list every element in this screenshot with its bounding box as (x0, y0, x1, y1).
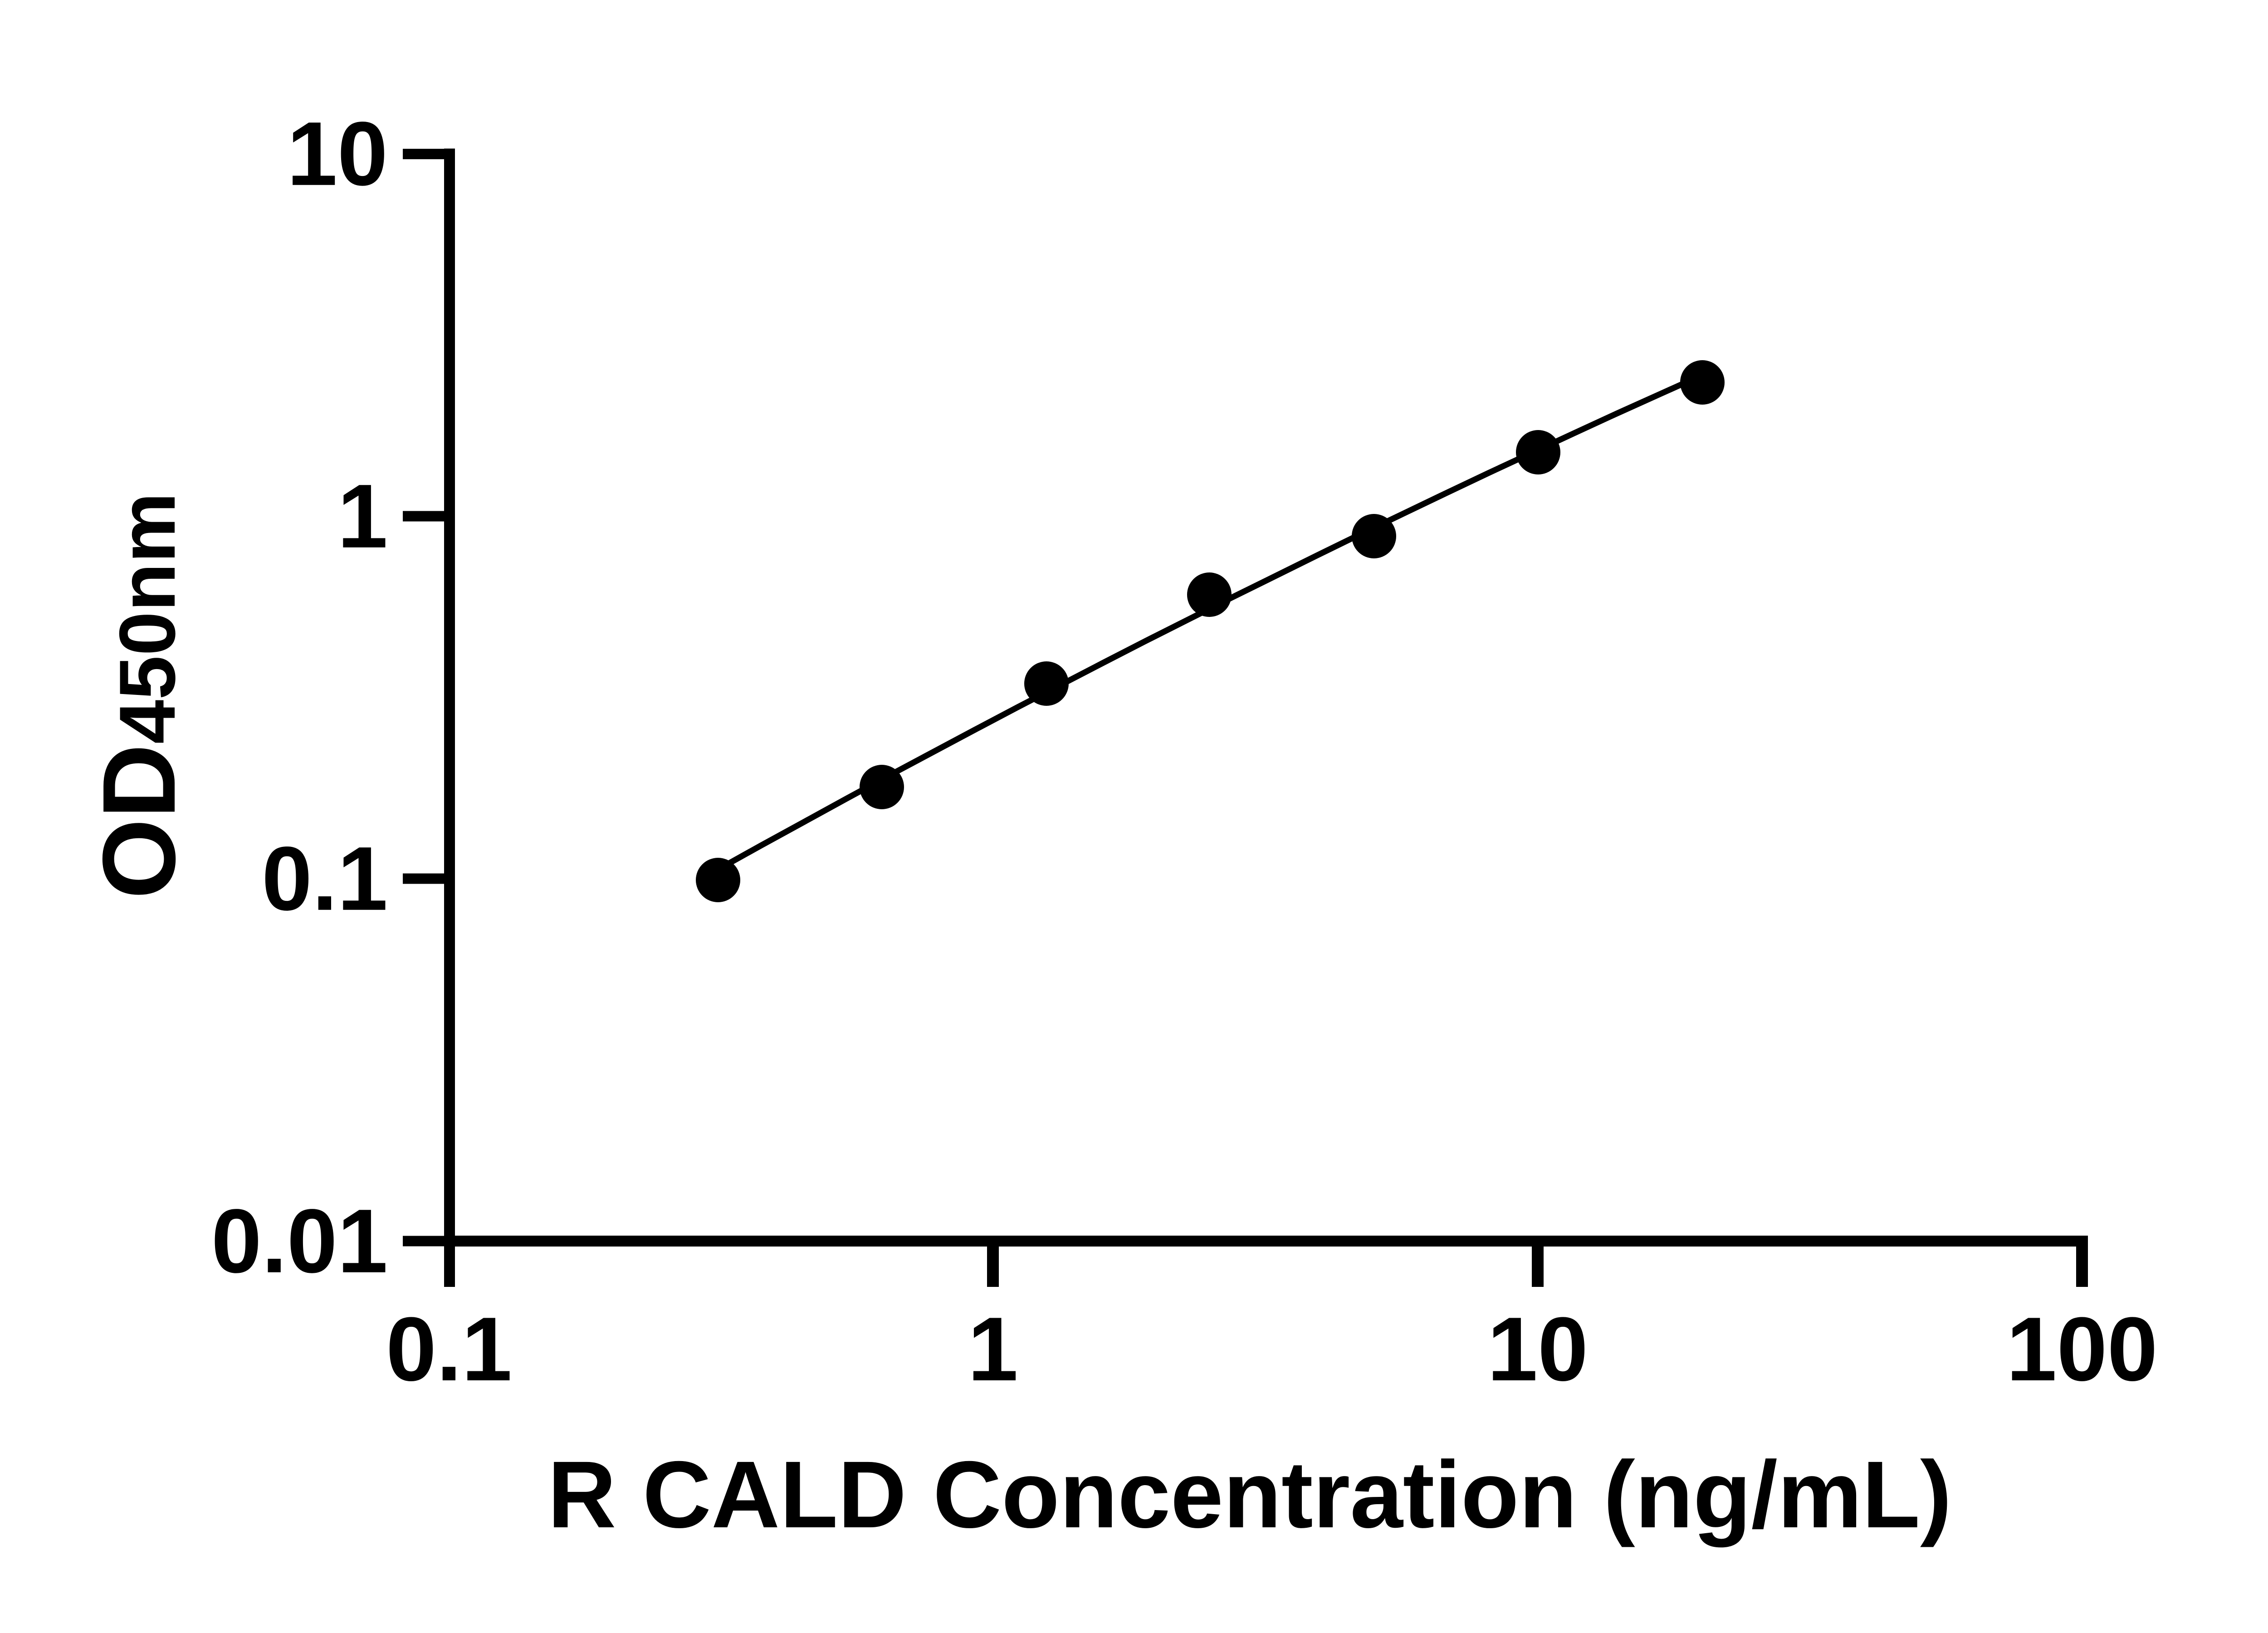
svg-text:OD450nm: OD450nm (82, 493, 197, 899)
svg-text:0.1: 0.1 (262, 828, 388, 929)
svg-text:1: 1 (337, 466, 388, 567)
svg-text:0.01: 0.01 (211, 1191, 388, 1292)
svg-text:1: 1 (968, 1299, 1018, 1400)
svg-text:100: 100 (2006, 1299, 2158, 1400)
svg-text:10: 10 (287, 103, 388, 205)
svg-text:10: 10 (1487, 1299, 1588, 1400)
svg-text:0.1: 0.1 (386, 1299, 512, 1400)
svg-text:R CALD Concentration (ng/mL): R CALD Concentration (ng/mL) (547, 1442, 1952, 1548)
